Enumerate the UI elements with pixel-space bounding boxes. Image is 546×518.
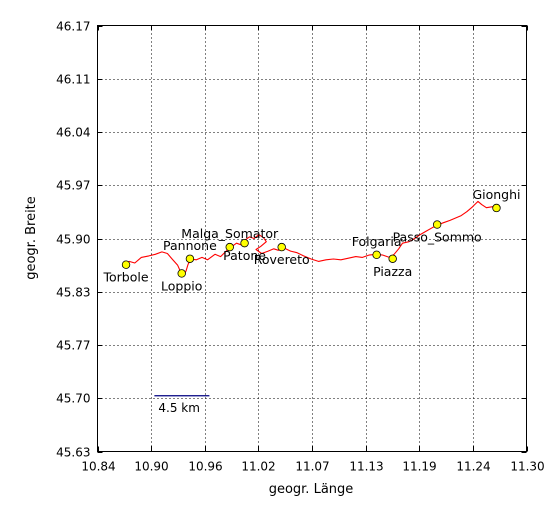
place-marker-loppio	[177, 269, 186, 278]
y-tick-label: 46.04	[56, 126, 90, 140]
y-tick-label: 45.77	[56, 339, 90, 353]
place-marker-passo-sommo	[432, 220, 442, 229]
place-labels: Torbole Pannone Loppio Malga_Somator PatoneR…	[103, 187, 521, 293]
y-tick-label: 45.97	[56, 179, 90, 193]
place-marker-rovereto	[277, 242, 286, 252]
axis-ticks: 10.84 10.90 10.96 11.02 11.07 11.13 11.19 11.24…	[56, 20, 545, 474]
grid	[97, 25, 527, 452]
x-tick-label: 10.84	[81, 460, 115, 474]
scale-bar-group: 4.5 km	[154, 395, 210, 415]
place-label-loppio: Loppio	[161, 278, 202, 293]
place-label-piazza: Piazza	[373, 264, 412, 279]
x-tick-label: 10.90	[134, 460, 168, 474]
place-marker-piazza	[388, 254, 397, 263]
y-tick-label: 46.11	[56, 73, 90, 87]
x-tick-label: 11.02	[241, 460, 275, 474]
place-marker-torbole	[121, 260, 131, 269]
place-marker-patone	[240, 238, 249, 248]
place-marker-malga-somator	[225, 242, 234, 252]
x-tick-label: 11.24	[456, 460, 490, 474]
y-tick-label: 45.83	[56, 286, 90, 300]
y-tick-label: 45.63	[56, 446, 90, 460]
place-label-torbole: Torbole	[103, 270, 149, 285]
x-tick-label: 11.30	[510, 460, 544, 474]
x-tick-label: 11.19	[402, 460, 436, 474]
scale-bar-label: 4.5 km	[158, 401, 200, 415]
place-label-folgaria: Folgaria	[352, 234, 402, 249]
y-tick-label: 46.17	[56, 20, 90, 34]
place-marker-folgaria	[372, 250, 381, 260]
place-label-malga-somator: Malga_Somator	[181, 226, 279, 241]
x-tick-label: 11.13	[349, 460, 383, 474]
place-label-passo-sommo: Passo_Sommo	[393, 230, 482, 245]
x-tick-label: 10.96	[188, 460, 222, 474]
y-axis-label: geogr. Breite	[24, 196, 39, 280]
place-label-pannone: Pannone	[163, 238, 217, 253]
x-tick-label: 11.07	[295, 460, 329, 474]
y-tick-label: 45.90	[56, 233, 90, 247]
place-label-patone: Patone	[223, 248, 266, 263]
place-label-gionghi: Gionghi	[472, 187, 520, 202]
y-tick-label: 45.70	[56, 392, 90, 406]
x-axis-label: geogr. Länge	[269, 482, 354, 497]
place-marker-pannone	[185, 254, 195, 263]
place-label-rovereto: Rovereto	[254, 252, 310, 267]
place-markers	[121, 203, 501, 278]
place-marker-gionghi	[492, 203, 501, 213]
